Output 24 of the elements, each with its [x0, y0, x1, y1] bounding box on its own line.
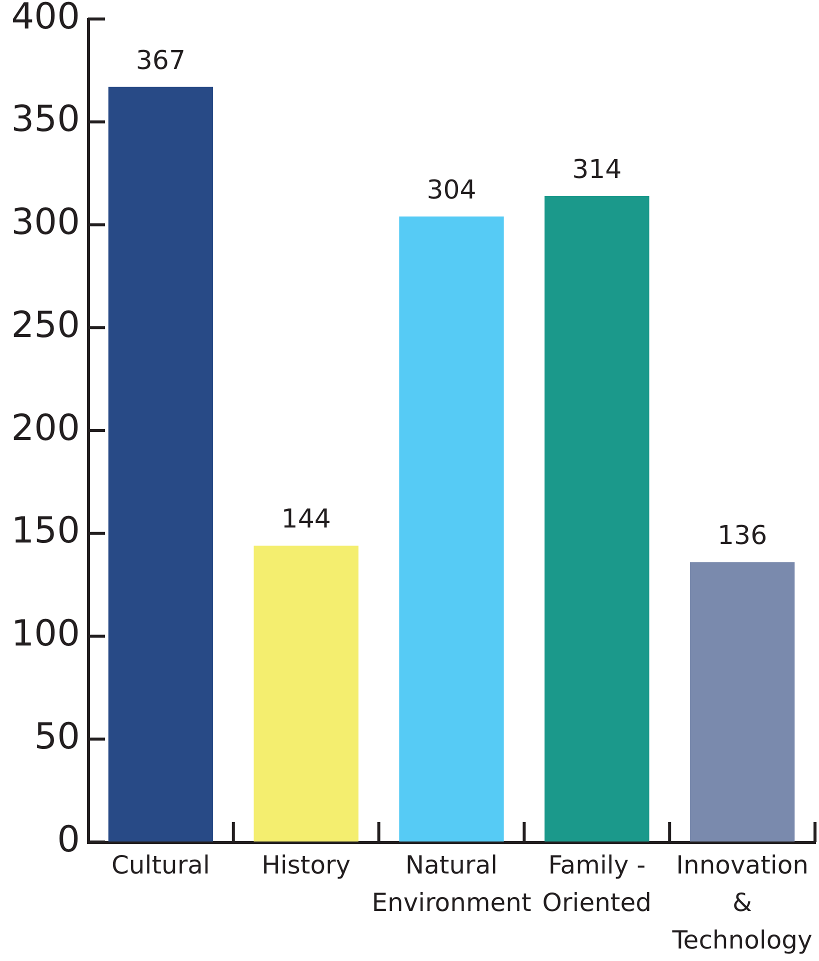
bar — [108, 86, 214, 842]
y-tick-label: 400 — [11, 0, 80, 38]
data-label: 144 — [281, 504, 331, 535]
data-label: 367 — [136, 46, 186, 76]
y-tick-label: 350 — [11, 99, 80, 140]
y-tick-label: 200 — [11, 408, 80, 449]
x-tick-label: Natural Environment — [372, 850, 532, 917]
y-tick-label: 250 — [11, 304, 80, 346]
x-tick-label: Cultural — [111, 850, 210, 880]
y-tick-label: 50 — [34, 716, 80, 758]
x-tick-label: Innovation & Technology — [671, 850, 813, 954]
data-label: 314 — [572, 154, 622, 185]
bar — [399, 216, 504, 842]
bar — [544, 196, 650, 842]
data-label: 304 — [426, 176, 476, 206]
bar — [254, 546, 358, 842]
data-label: 136 — [717, 521, 768, 552]
y-tick-label: 0 — [57, 819, 80, 860]
y-tick-label: 300 — [11, 202, 80, 244]
x-tick-label: Family - Oriented — [542, 850, 652, 917]
bar — [690, 562, 795, 842]
y-tick-label: 150 — [11, 510, 80, 552]
x-tick-label: History — [262, 850, 351, 880]
y-tick-label: 100 — [11, 614, 80, 655]
